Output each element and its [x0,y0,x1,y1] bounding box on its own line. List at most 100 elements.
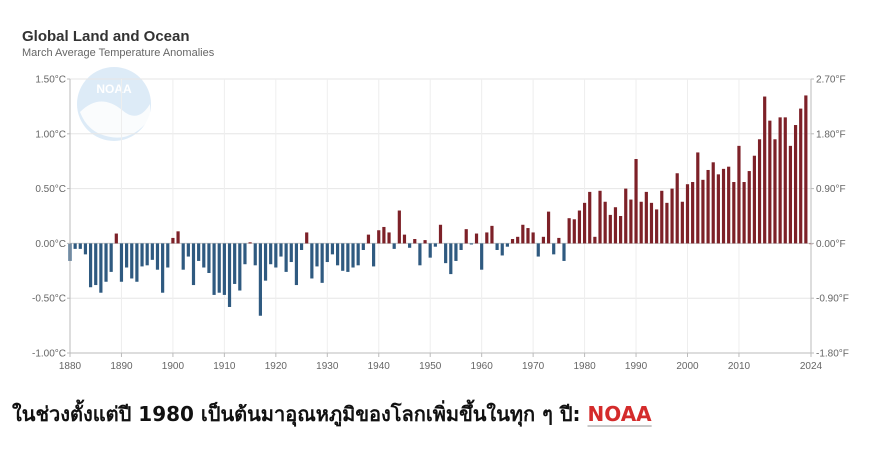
bar[interactable] [675,173,679,244]
bar[interactable] [742,182,746,244]
bar[interactable] [505,243,509,247]
bar[interactable] [217,243,221,293]
bar[interactable] [788,145,793,244]
bar[interactable] [73,243,77,249]
bar[interactable] [119,243,124,282]
bar[interactable] [104,243,108,282]
bar[interactable] [763,96,767,244]
bar[interactable] [402,234,407,244]
bar[interactable] [593,236,597,244]
bar[interactable] [171,237,175,244]
bar[interactable] [94,243,98,286]
bar[interactable] [531,232,535,244]
bar[interactable] [191,243,196,286]
bar[interactable] [495,243,499,250]
bar[interactable] [716,174,720,244]
bar[interactable] [721,168,726,244]
bar[interactable] [387,232,391,244]
bar[interactable] [799,108,803,244]
bar[interactable] [500,243,504,256]
bar[interactable] [382,226,386,244]
bar[interactable] [238,243,242,291]
bar[interactable] [691,182,695,244]
bar[interactable] [572,219,576,244]
bar[interactable] [207,243,211,273]
bar[interactable] [202,243,206,268]
bar[interactable] [248,242,252,244]
bar[interactable] [88,243,93,288]
bar[interactable] [341,243,345,271]
bar[interactable] [222,243,226,295]
bar[interactable] [310,243,314,279]
bar[interactable] [773,139,777,244]
bar[interactable] [552,243,556,255]
bar[interactable] [258,243,262,316]
bar[interactable] [166,243,170,268]
bar[interactable] [608,214,612,244]
bar[interactable] [444,243,448,264]
bar[interactable] [372,243,376,267]
bar[interactable] [161,243,165,293]
bar[interactable] [634,159,638,244]
bar[interactable] [778,117,782,244]
caption-source-link[interactable]: NOAA [587,402,652,426]
bar[interactable] [685,184,690,244]
bar[interactable] [459,243,463,250]
bar[interactable] [227,243,232,307]
bar[interactable] [423,240,427,244]
bar[interactable] [546,211,551,244]
bar[interactable] [557,237,561,244]
bar[interactable] [752,155,756,244]
bar[interactable] [438,224,443,244]
bar[interactable] [541,236,546,244]
bar[interactable] [135,243,139,282]
bar[interactable] [562,243,566,261]
bar[interactable] [392,243,396,249]
bar[interactable] [176,231,180,244]
bar[interactable] [577,210,582,244]
bar[interactable] [299,243,304,250]
bar[interactable] [588,191,592,244]
bar[interactable] [263,243,268,281]
bar[interactable] [582,202,587,244]
bar[interactable] [804,95,808,244]
bar[interactable] [233,243,237,284]
bar[interactable] [613,207,618,244]
bar[interactable] [181,243,185,270]
bar[interactable] [351,243,355,268]
bar[interactable] [274,243,278,268]
bar[interactable] [289,243,293,263]
bar[interactable] [510,239,515,244]
bar[interactable] [516,236,520,244]
bar[interactable] [469,243,473,245]
bar[interactable] [649,202,654,244]
bar[interactable] [464,229,468,244]
bar[interactable] [793,125,798,244]
bar[interactable] [665,202,669,244]
bar[interactable] [294,243,299,286]
bar[interactable] [212,243,216,295]
bar[interactable] [428,243,432,258]
bar[interactable] [655,209,659,244]
bar[interactable] [418,243,422,266]
bar[interactable] [335,243,340,266]
bar[interactable] [140,243,144,267]
bar[interactable] [706,169,710,244]
bar[interactable] [757,139,762,244]
bar[interactable] [619,216,623,244]
bar[interactable] [474,233,479,244]
bar[interactable] [598,190,602,244]
bar[interactable] [145,243,149,266]
bar[interactable] [305,232,309,244]
bar[interactable] [701,179,705,244]
bar[interactable] [454,243,458,261]
bar[interactable] [114,233,118,244]
bar[interactable] [536,243,540,257]
bar[interactable] [644,191,648,244]
bar[interactable] [356,243,360,266]
bar[interactable] [269,243,273,265]
bar[interactable] [78,243,82,249]
bar[interactable] [150,243,154,260]
bar[interactable] [526,228,530,244]
bar[interactable] [639,201,643,244]
